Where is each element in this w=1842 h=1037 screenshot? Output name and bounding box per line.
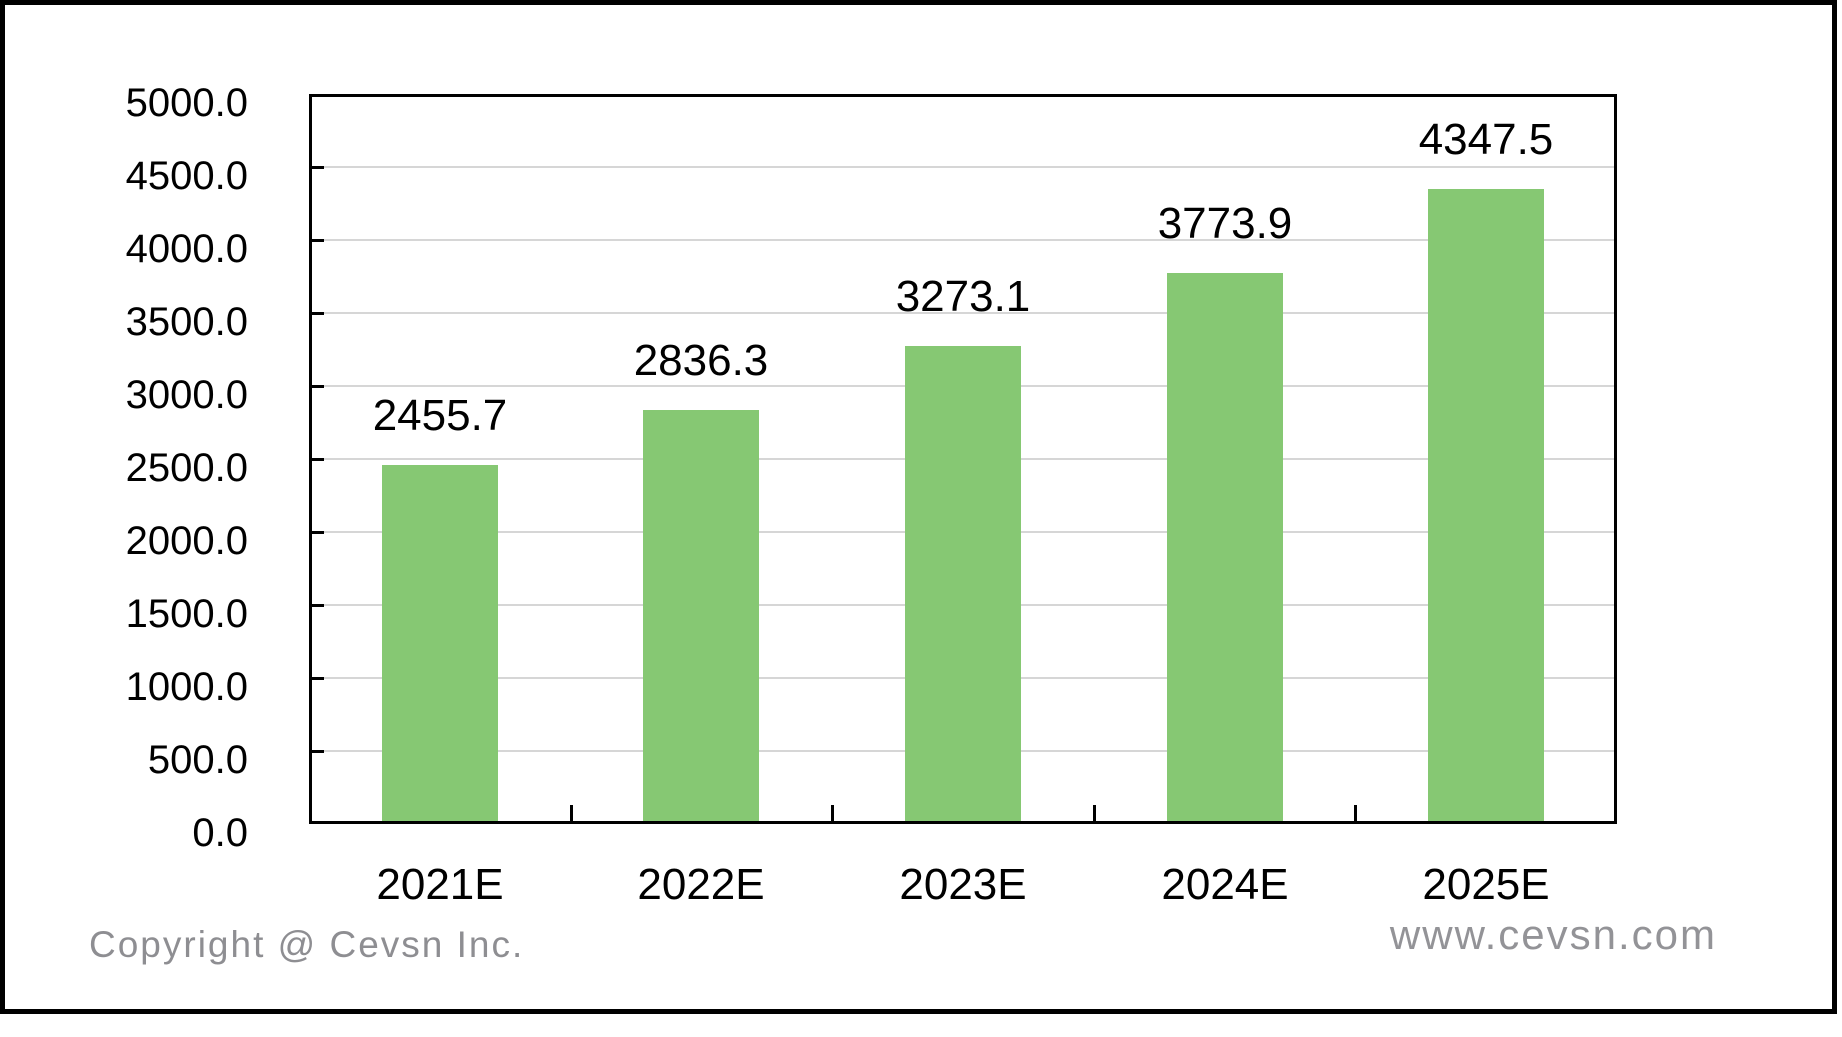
x-axis-tick bbox=[1093, 805, 1096, 821]
x-axis-label: 2021E bbox=[376, 860, 504, 909]
gridline bbox=[312, 312, 1614, 314]
x-axis-tick bbox=[570, 805, 573, 821]
bar-value-label: 3773.9 bbox=[1157, 199, 1293, 248]
x-axis-label: 2023E bbox=[899, 860, 1027, 909]
y-axis-label: 0.0 bbox=[192, 811, 248, 855]
bar-value-label: 3273.1 bbox=[895, 272, 1031, 321]
bar bbox=[905, 346, 1021, 821]
x-axis-label: 2024E bbox=[1161, 860, 1289, 909]
copyright-text: Copyright @ Cevsn Inc. bbox=[89, 924, 525, 965]
y-axis-label: 1500.0 bbox=[125, 592, 248, 636]
bar bbox=[1428, 189, 1544, 821]
y-axis-tick bbox=[312, 750, 324, 753]
y-axis-label: 3000.0 bbox=[125, 373, 248, 417]
y-axis-tick bbox=[312, 677, 324, 680]
x-axis-tick bbox=[1354, 805, 1357, 821]
y-axis-tick bbox=[312, 458, 324, 461]
bar-value-label: 4347.5 bbox=[1418, 115, 1554, 164]
chart-outer-frame bbox=[0, 0, 1837, 1014]
y-axis-label: 500.0 bbox=[147, 738, 248, 782]
gridline bbox=[312, 166, 1614, 168]
bar bbox=[1167, 273, 1283, 821]
x-axis-label: 2025E bbox=[1422, 860, 1550, 909]
y-axis-label: 2500.0 bbox=[125, 446, 248, 490]
y-axis-label: 3500.0 bbox=[125, 300, 248, 344]
y-axis-tick bbox=[312, 531, 324, 534]
bar-value-label: 2836.3 bbox=[633, 336, 769, 385]
x-axis-label: 2022E bbox=[637, 860, 765, 909]
y-axis-label: 2000.0 bbox=[125, 519, 248, 563]
y-axis-label: 4000.0 bbox=[125, 227, 248, 271]
gridline bbox=[312, 239, 1614, 241]
bar bbox=[382, 465, 498, 821]
y-axis-tick bbox=[312, 312, 324, 315]
website-text: www.cevsn.com bbox=[1389, 911, 1717, 958]
bar-value-label: 2455.7 bbox=[372, 391, 508, 440]
y-axis-tick bbox=[312, 604, 324, 607]
y-axis-tick bbox=[312, 239, 324, 242]
y-axis-label: 5000.0 bbox=[125, 81, 248, 125]
y-axis-tick bbox=[312, 166, 324, 169]
x-axis-tick bbox=[831, 805, 834, 821]
y-axis-tick bbox=[312, 385, 324, 388]
y-axis-label: 4500.0 bbox=[125, 154, 248, 198]
bar bbox=[643, 410, 759, 821]
y-axis-label: 1000.0 bbox=[125, 665, 248, 709]
